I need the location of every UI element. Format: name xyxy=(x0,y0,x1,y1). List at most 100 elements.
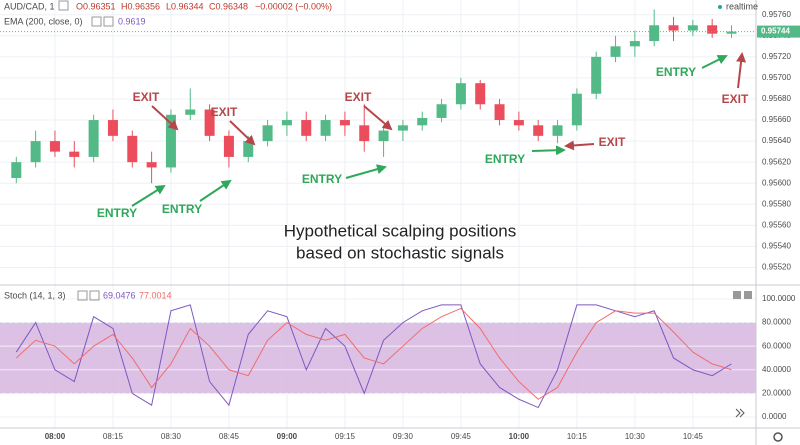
y-tick-label: 20.0000 xyxy=(762,388,791,397)
entry-label: ENTRY xyxy=(97,206,137,220)
exit-label: EXIT xyxy=(345,90,372,104)
candle-body xyxy=(417,117,428,126)
candle-body xyxy=(726,31,737,34)
arrow xyxy=(736,52,747,89)
candle-body xyxy=(378,130,389,142)
low: L0.96344 xyxy=(166,1,204,11)
last-price-label: 0.95744 xyxy=(761,27,790,36)
stoch-line xyxy=(15,307,732,400)
x-tick-label: 10:30 xyxy=(625,432,646,441)
candle-body xyxy=(687,25,698,31)
candle-body xyxy=(494,104,505,121)
arrow xyxy=(151,105,179,131)
candle-body xyxy=(533,125,544,136)
icon xyxy=(91,16,102,27)
x-tick-label: 09:45 xyxy=(451,432,472,441)
symbol: AUD/CAD, 1 xyxy=(4,1,55,11)
scroll-icon xyxy=(735,408,745,418)
y-tick-label: 0.0000 xyxy=(762,412,787,421)
candle-body xyxy=(591,56,602,94)
candle-body xyxy=(223,135,234,157)
x-tick-label: 08:15 xyxy=(103,432,124,441)
icon xyxy=(744,291,752,299)
arrow xyxy=(564,140,595,151)
y-tick-label: 100.0000 xyxy=(762,294,796,303)
candle-body xyxy=(204,109,215,136)
arrow xyxy=(229,120,256,146)
band xyxy=(0,322,756,394)
ema-value: 0.9619 xyxy=(118,16,146,26)
arrow xyxy=(363,105,393,131)
candle-body xyxy=(668,25,679,31)
legend-value: 77.0014 xyxy=(139,290,172,300)
legend-value: 69.0476 xyxy=(103,290,136,300)
y-tick-label: 0.95720 xyxy=(762,52,791,61)
exit-label: EXIT xyxy=(133,90,160,104)
candle-body xyxy=(127,135,138,163)
annotations: EXIT EXIT EXIT EXIT EXIT ENTRY ENTRY ENT… xyxy=(97,52,749,262)
x-tick-label: 10:00 xyxy=(509,432,530,441)
exit-label: EXIT xyxy=(599,135,626,149)
ema-name: EMA (200, close, 0) xyxy=(4,16,83,26)
change: −0.00002 (−0.00%) xyxy=(255,1,332,11)
arrow xyxy=(701,55,728,69)
candle-body xyxy=(436,104,447,118)
last-price-box xyxy=(757,25,800,38)
arrow xyxy=(131,184,166,207)
y-tick-label: 0.95700 xyxy=(762,73,791,82)
arrow xyxy=(345,164,387,179)
candle-body xyxy=(629,41,640,47)
exit-label: EXIT xyxy=(211,105,238,119)
candle-body xyxy=(243,141,254,157)
realtime: realtime xyxy=(726,1,758,11)
candle-body xyxy=(262,125,273,142)
x-tick-label: 10:15 xyxy=(567,432,588,441)
candle-body xyxy=(185,109,196,115)
y-tick-label: 0.95640 xyxy=(762,136,791,145)
icon xyxy=(89,290,100,301)
candle-body xyxy=(552,125,563,136)
candle-body xyxy=(49,141,60,152)
y-tick-label: 60.0000 xyxy=(762,341,791,350)
x-tick-label: 08:30 xyxy=(161,432,182,441)
y-tick-label: 0.95620 xyxy=(762,157,791,166)
settings-icon xyxy=(773,432,783,442)
x-tick-label: 09:30 xyxy=(393,432,414,441)
y-tick-label: 80.0000 xyxy=(762,318,791,327)
y-tick-label: 0.95760 xyxy=(762,10,791,19)
candle-body xyxy=(707,25,718,34)
candle-body xyxy=(146,162,157,168)
high: H0.96356 xyxy=(121,1,160,11)
y-tick-label: 0.95580 xyxy=(762,199,791,208)
grid xyxy=(0,0,756,428)
candle-body xyxy=(30,141,41,163)
y-tick-label: 0.95560 xyxy=(762,220,791,229)
candle-body xyxy=(69,151,80,157)
close: C0.96348 xyxy=(209,1,248,11)
x-tick-label: 09:00 xyxy=(277,432,298,441)
x-tick-label: 08:00 xyxy=(45,432,66,441)
header: AUD/CAD, 1 O0.96351 H0.96356 L0.96344 C0… xyxy=(4,0,783,442)
axis-bg xyxy=(756,0,800,445)
y-tick-label: 0.95600 xyxy=(762,178,791,187)
candle-body xyxy=(455,83,466,105)
candle-body xyxy=(513,120,524,126)
icon xyxy=(77,290,88,301)
caption: Hypothetical scalping positions xyxy=(284,221,516,240)
icon xyxy=(103,16,114,27)
y-tick-label: 40.0000 xyxy=(762,365,791,374)
stoch-line xyxy=(15,304,732,409)
candle-body xyxy=(475,83,486,105)
candle-body xyxy=(88,120,99,157)
marks xyxy=(11,9,737,409)
exit-label: EXIT xyxy=(722,92,749,106)
open: O0.96351 xyxy=(76,1,116,11)
entry-label: ENTRY xyxy=(656,65,696,79)
x-tick-label: 10:45 xyxy=(683,432,704,441)
y-tick-label: 0.95660 xyxy=(762,115,791,124)
candle-body xyxy=(339,120,350,126)
x-tick-label: 08:45 xyxy=(219,432,240,441)
y-tick-label: 0.95520 xyxy=(762,263,791,272)
x-tick-label: 09:15 xyxy=(335,432,356,441)
